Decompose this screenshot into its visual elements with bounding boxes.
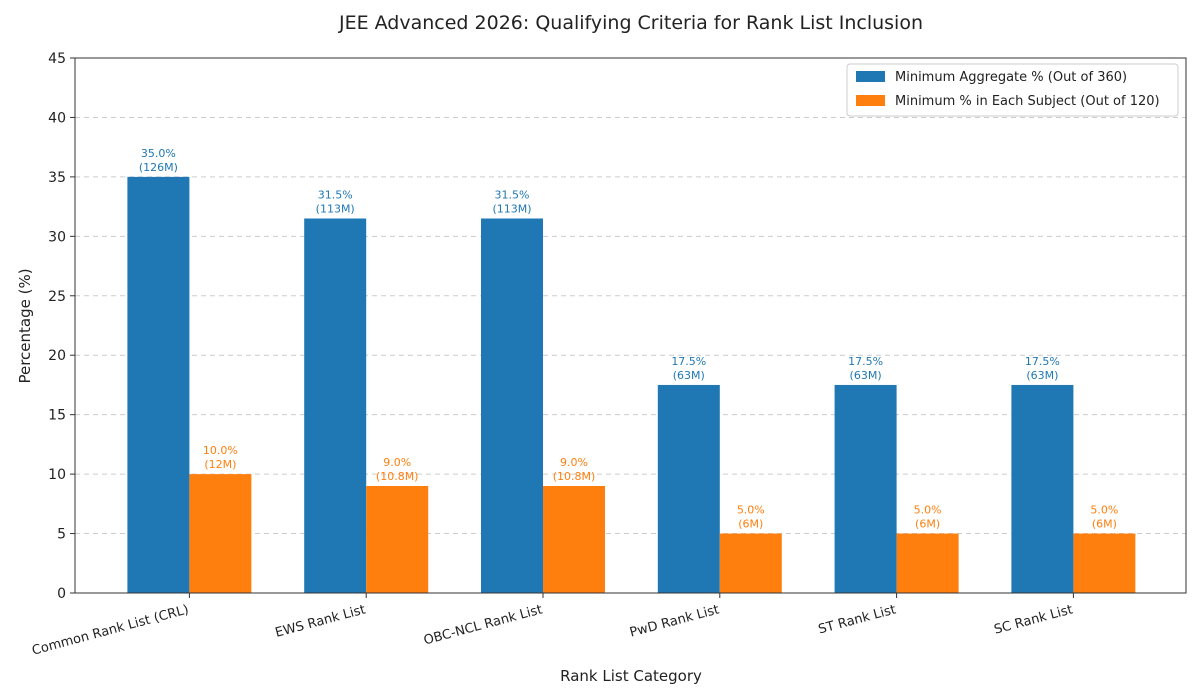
x-tick-label: Common Rank List (CRL): [30, 602, 190, 658]
data-label: (6M): [1092, 518, 1117, 531]
y-tick-label: 10: [48, 467, 66, 483]
legend-label-aggregate: Minimum Aggregate % (Out of 360): [895, 70, 1127, 85]
x-tick-label: OBC-NCL Rank List: [422, 602, 544, 648]
legend-swatch-aggregate: [856, 71, 885, 82]
data-label: 5.0%: [1090, 504, 1118, 517]
x-axis-ticks: Common Rank List (CRL) EWS Rank List OBC-N…: [30, 593, 1074, 659]
data-label: (63M): [673, 369, 705, 382]
plot-frame: [74, 57, 1187, 594]
x-tick-label: PwD Rank List: [628, 602, 721, 640]
y-axis-ticks: 0 5 10 15 20 25 30 35 40 45: [48, 51, 75, 602]
bar: [366, 486, 429, 593]
y-tick-label: 45: [48, 51, 66, 67]
y-tick-label: 0: [57, 586, 66, 602]
y-tick-label: 20: [48, 348, 66, 364]
y-tick-label: 40: [48, 110, 66, 126]
bar: [127, 176, 190, 593]
y-axis-label: Percentage (%): [16, 268, 34, 383]
data-label: (63M): [850, 369, 882, 382]
data-label: (12M): [204, 458, 236, 471]
bar: [834, 384, 897, 593]
legend-box: [846, 63, 1179, 117]
data-label: 17.5%: [848, 355, 883, 368]
y-tick-label: 25: [48, 289, 66, 305]
bars: [127, 176, 1136, 593]
data-label: 35.0%: [141, 147, 176, 160]
bar: [189, 474, 252, 593]
bar: [543, 486, 605, 593]
legend-swatch-subject: [856, 95, 885, 106]
data-label: 31.5%: [318, 189, 353, 202]
y-tick-label: 35: [48, 170, 66, 186]
data-label: 17.5%: [671, 355, 706, 368]
bar: [481, 218, 543, 593]
x-tick-label: EWS Rank List: [274, 602, 368, 641]
bar: [896, 533, 959, 593]
bar: [1011, 384, 1074, 593]
data-label: 5.0%: [914, 504, 942, 517]
x-tick-label: ST Rank List: [817, 602, 898, 637]
data-label: 9.0%: [560, 456, 588, 469]
data-label: (113M): [316, 203, 355, 216]
bar: [719, 533, 782, 593]
data-label: 10.0%: [203, 444, 238, 457]
data-label: (10.8M): [553, 470, 596, 483]
bar: [304, 218, 367, 593]
y-tick-label: 15: [48, 408, 66, 424]
data-label: 9.0%: [383, 456, 411, 469]
data-label: (113M): [492, 203, 531, 216]
data-label: (126M): [139, 161, 178, 174]
x-tick-label: SC Rank List: [992, 602, 1074, 637]
y-tick-label: 30: [48, 229, 66, 245]
chart-title: JEE Advanced 2026: Qualifying Criteria f…: [338, 12, 923, 34]
data-label: 5.0%: [737, 504, 765, 517]
data-label: (63M): [1026, 369, 1058, 382]
x-axis-label: Rank List Category: [560, 667, 702, 685]
data-label: (6M): [738, 518, 763, 531]
legend: Minimum Aggregate % (Out of 360) Minimum…: [846, 63, 1179, 117]
bar: [1073, 533, 1136, 593]
legend-label-subject: Minimum % in Each Subject (Out of 120): [895, 94, 1160, 109]
y-tick-label: 5: [57, 527, 66, 543]
data-label: (10.8M): [376, 470, 419, 483]
data-label: 17.5%: [1025, 355, 1060, 368]
bar: [657, 384, 720, 593]
data-label: (6M): [915, 518, 940, 531]
data-label: 31.5%: [495, 189, 530, 202]
data-labels: 35.0%(126M)10.0%(12M)31.5%(113M)9.0%(10.…: [139, 147, 1119, 531]
